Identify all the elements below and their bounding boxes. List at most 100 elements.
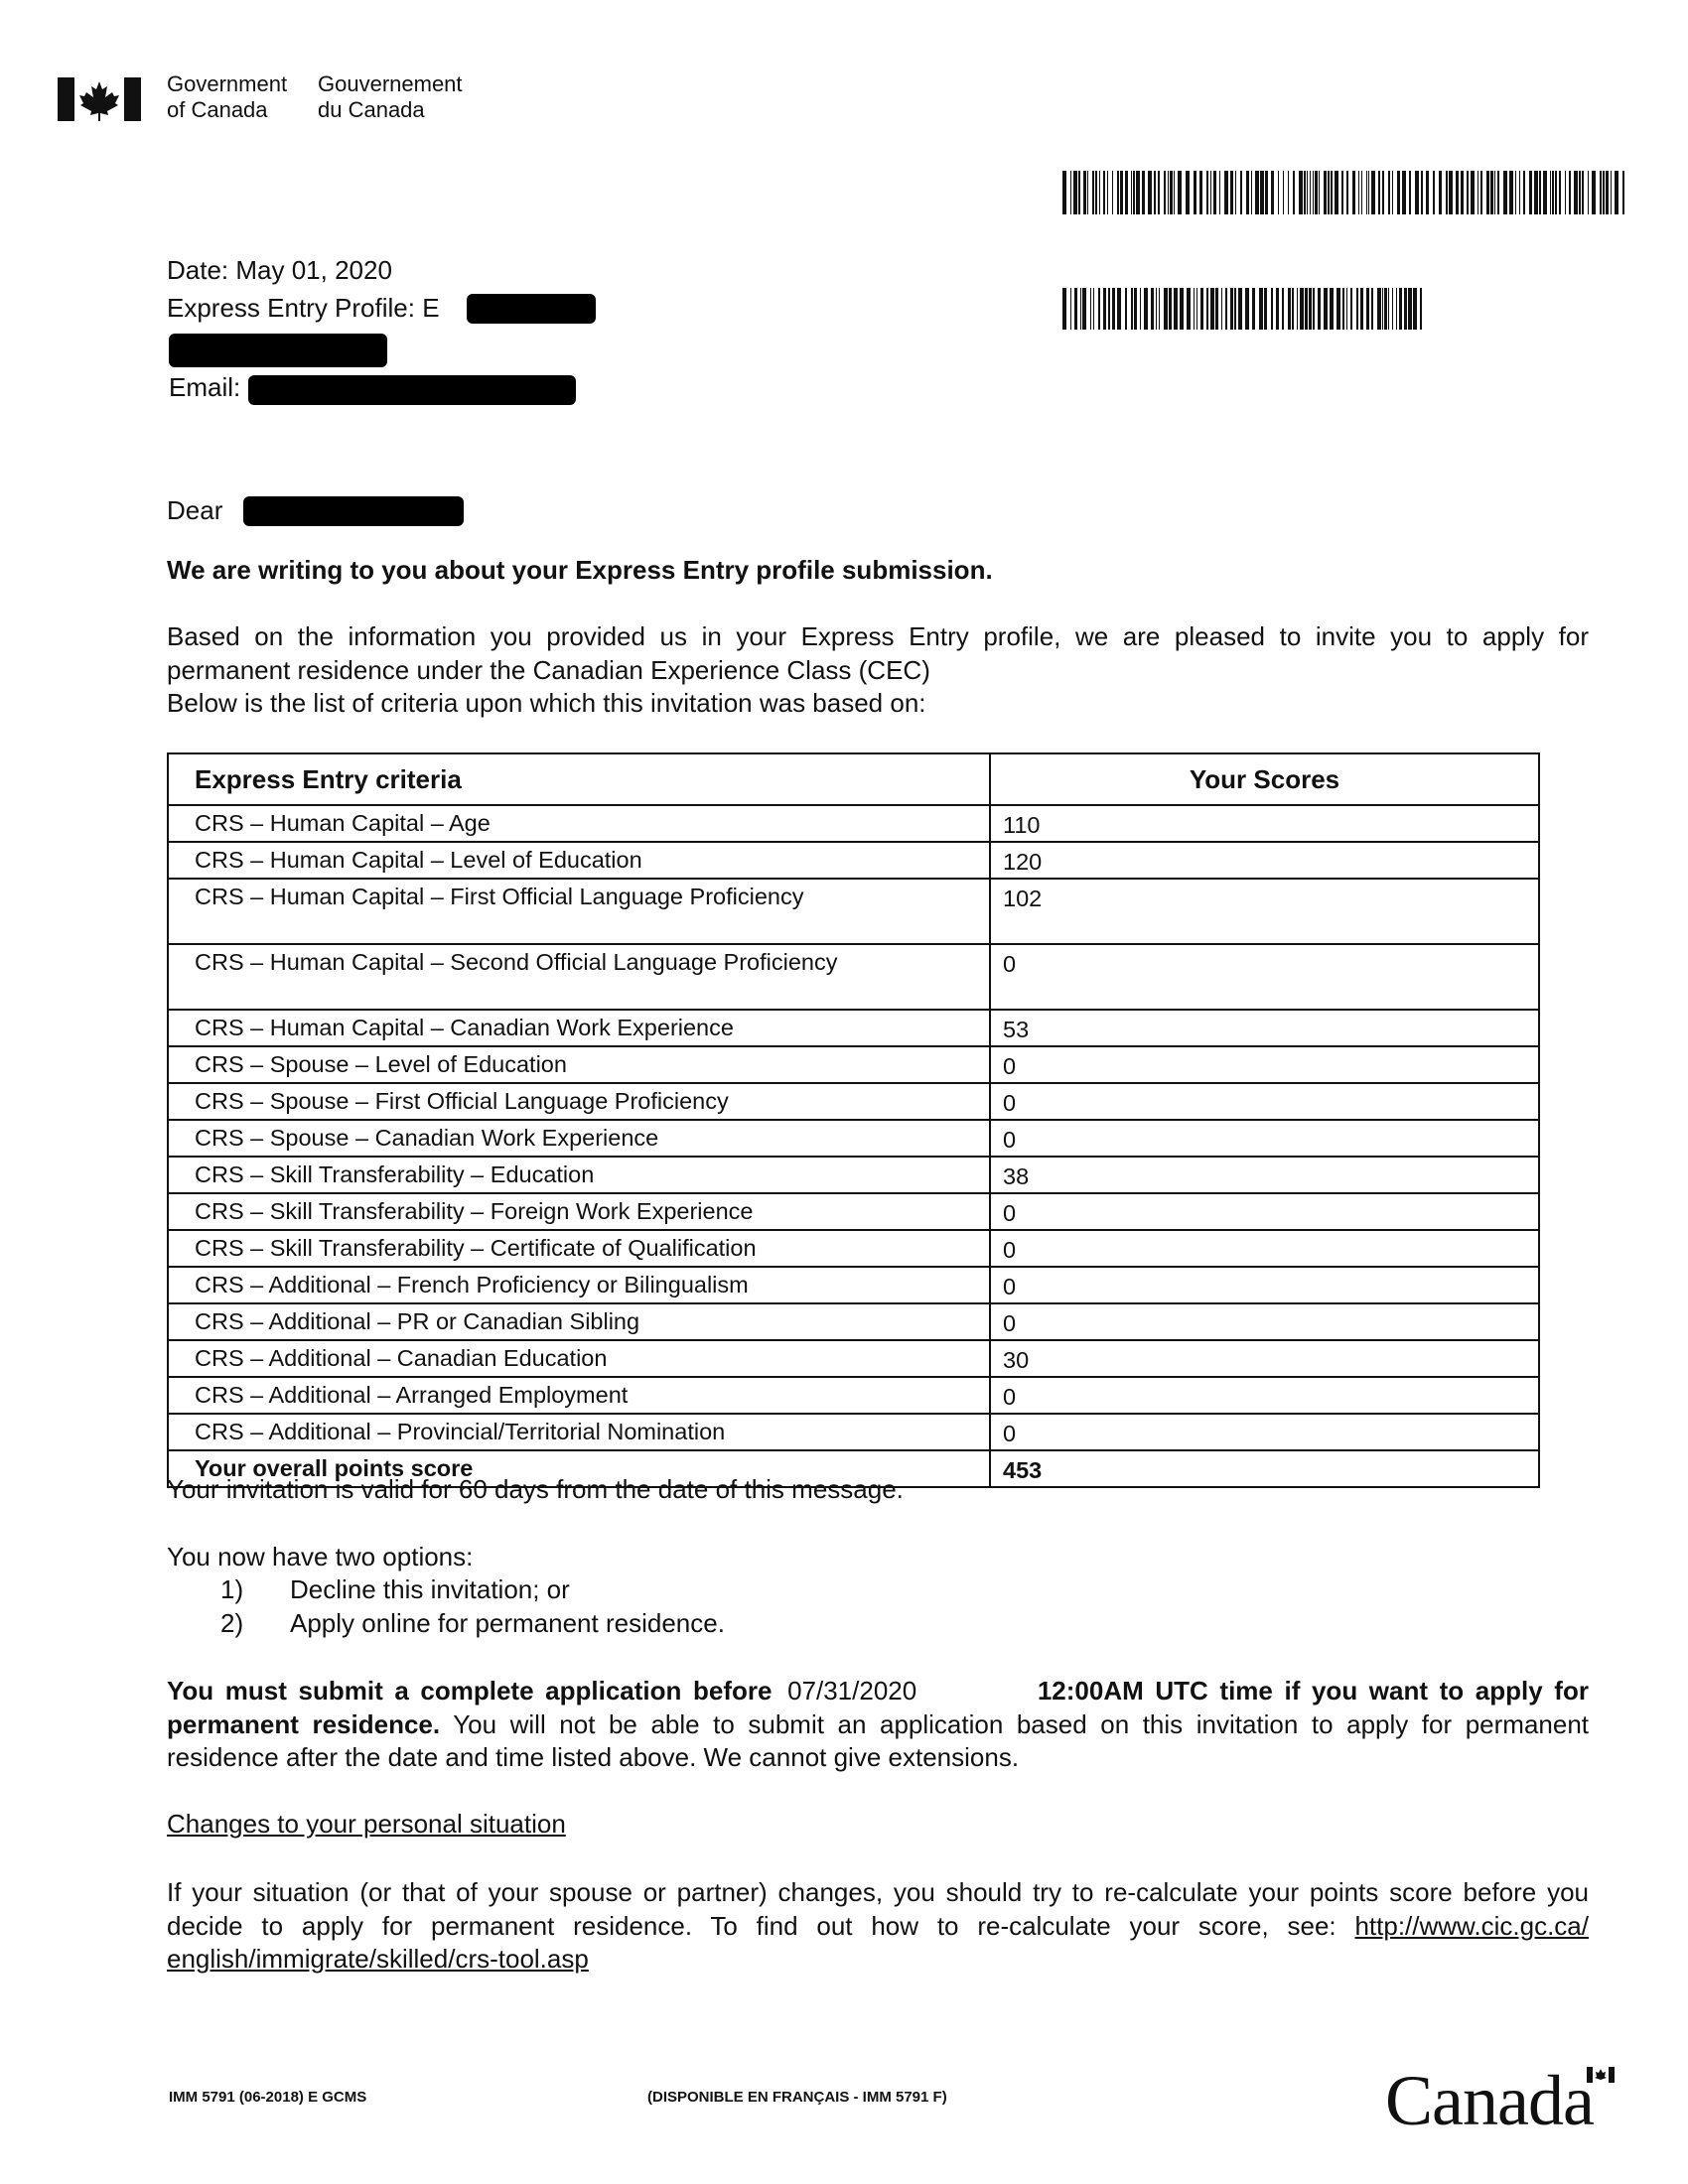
barcode-bar: [1304, 171, 1306, 214]
barcode-bar: [1125, 288, 1127, 330]
email-label: Email:: [169, 372, 241, 402]
barcode-bar: [1148, 171, 1152, 214]
score-cell: 53: [989, 1009, 1540, 1047]
barcode-bar: [1245, 288, 1249, 330]
table-row: CRS – Human Capital – Canadian Work Expe…: [167, 1009, 1540, 1047]
changes-heading: Changes to your personal situation: [167, 1809, 566, 1839]
barcode-bar: [1206, 288, 1208, 330]
barcode-top: [1062, 171, 1624, 214]
score-cell: 0: [989, 1082, 1540, 1121]
barcode-bar: [1582, 171, 1584, 214]
barcode-bar: [1131, 171, 1132, 214]
barcode-bar: [1315, 171, 1318, 214]
barcode-bar: [1282, 288, 1284, 330]
barcode-bar: [1288, 288, 1291, 330]
barcode-bar: [1341, 171, 1343, 214]
crs-tool-link[interactable]: http://www.cic.gc.ca/ english/immigrate/…: [167, 1910, 1589, 1975]
table-row: CRS – Additional – Arranged Employment 0: [167, 1376, 1540, 1415]
table-row: CRS – Human Capital – Second Official La…: [167, 943, 1540, 1011]
barcode-bar: [1413, 288, 1417, 330]
table-row: CRS – Additional – PR or Canadian Siblin…: [167, 1302, 1540, 1341]
redacted-profile-number: [467, 294, 596, 324]
barcode-bar: [1252, 288, 1255, 330]
barcode-bar: [1131, 288, 1133, 330]
barcode-bar: [1371, 171, 1375, 214]
barcode-bar: [1569, 171, 1571, 214]
score-cell: 0: [989, 943, 1540, 1011]
table-row: CRS – Additional – French Proficiency or…: [167, 1266, 1540, 1304]
barcode-bar: [1342, 288, 1344, 330]
barcode-bar: [1117, 288, 1121, 330]
barcode-bar: [1159, 288, 1160, 330]
barcode-bar: [1307, 171, 1308, 214]
intro-line-3: Below is the list of criteria upon which…: [167, 688, 926, 718]
gov-fr-line2: du Canada: [318, 97, 425, 122]
barcode-bar: [1271, 288, 1273, 330]
table-row: CRS – Spouse – Level of Education 0: [167, 1045, 1540, 1084]
criteria-table: Express Entry criteria Your Scores CRS –…: [167, 752, 1540, 1488]
score-cell: 0: [989, 1119, 1540, 1158]
barcode-bar: [1346, 288, 1347, 330]
barcode-bar: [1456, 171, 1459, 214]
barcode-bar: [1078, 171, 1080, 214]
barcode-bar: [1324, 288, 1328, 330]
barcode-bar: [1194, 288, 1195, 330]
barcode-bar: [1519, 171, 1520, 214]
barcode-bar: [1112, 288, 1115, 330]
barcode-bar: [1098, 288, 1100, 330]
barcode-bar: [1200, 288, 1203, 330]
barcode-bar: [1402, 171, 1406, 214]
barcode-bar: [1108, 288, 1110, 330]
barcode-bar: [1592, 171, 1596, 214]
barcode-bar: [1265, 171, 1268, 214]
barcode-bar: [1330, 288, 1334, 330]
criteria-cell: CRS – Human Capital – Canadian Work Expe…: [167, 1009, 991, 1047]
letter-date: Date: May 01, 2020: [167, 255, 392, 285]
deadline-paragraph: You must submit a complete application b…: [167, 1675, 1589, 1775]
barcode-bar: [1240, 171, 1242, 214]
barcode-bar: [1168, 171, 1169, 214]
barcode-bar: [1271, 171, 1274, 214]
barcode-bar: [1235, 171, 1236, 214]
barcode-bar: [1099, 171, 1100, 214]
barcode-bar: [1361, 171, 1362, 214]
barcode-bar: [1156, 288, 1157, 330]
barcode-bar: [1449, 171, 1453, 214]
score-cell: 0: [989, 1192, 1540, 1231]
barcode-bar: [1259, 288, 1263, 330]
barcode-bar: [1543, 171, 1547, 214]
table-row: CRS – Skill Transferability – Certificat…: [167, 1229, 1540, 1268]
barcode-bar: [1350, 288, 1352, 330]
criteria-cell: CRS – Human Capital – Age: [167, 804, 991, 843]
gov-en-line1: Government: [167, 71, 288, 96]
barcode-bar: [1336, 288, 1340, 330]
barcode-bar: [1480, 171, 1482, 214]
table-row: CRS – Additional – Provincial/Territoria…: [167, 1413, 1540, 1451]
criteria-cell: CRS – Additional – PR or Canadian Siblin…: [167, 1302, 991, 1341]
barcode-bar: [1219, 171, 1220, 214]
criteria-cell: CRS – Spouse – First Official Language P…: [167, 1082, 991, 1121]
salutation: Dear: [167, 495, 223, 525]
criteria-cell: CRS – Additional – French Proficiency or…: [167, 1266, 991, 1304]
criteria-cell: CRS – Skill Transferability – Education: [167, 1156, 991, 1194]
option-1-text: Decline this invitation; or: [290, 1574, 570, 1604]
barcode-bar: [1151, 288, 1154, 330]
deadline-bold-1: You must submit a complete application b…: [167, 1676, 773, 1706]
score-cell: 0: [989, 1413, 1540, 1451]
barcode-bar: [1144, 288, 1148, 330]
barcode-bar: [1356, 288, 1358, 330]
intro-line-1: Based on the information you provided us…: [167, 621, 1589, 651]
barcode-bar: [1404, 288, 1407, 330]
criteria-cell: CRS – Spouse – Canadian Work Experience: [167, 1119, 991, 1158]
barcode-bar: [1221, 288, 1222, 330]
table-row: CRS – Human Capital – Age 110: [167, 804, 1540, 843]
table-row: CRS – Human Capital – First Official Lan…: [167, 878, 1540, 945]
barcode-bar: [1388, 171, 1390, 214]
barcode-bar: [1611, 171, 1612, 214]
barcode-bar: [1234, 288, 1236, 330]
barcode-bar: [1600, 171, 1602, 214]
barcode-bar: [1382, 288, 1383, 330]
score-cell: 0: [989, 1045, 1540, 1084]
barcode-bar: [1300, 288, 1304, 330]
barcode-bar: [1125, 171, 1128, 214]
